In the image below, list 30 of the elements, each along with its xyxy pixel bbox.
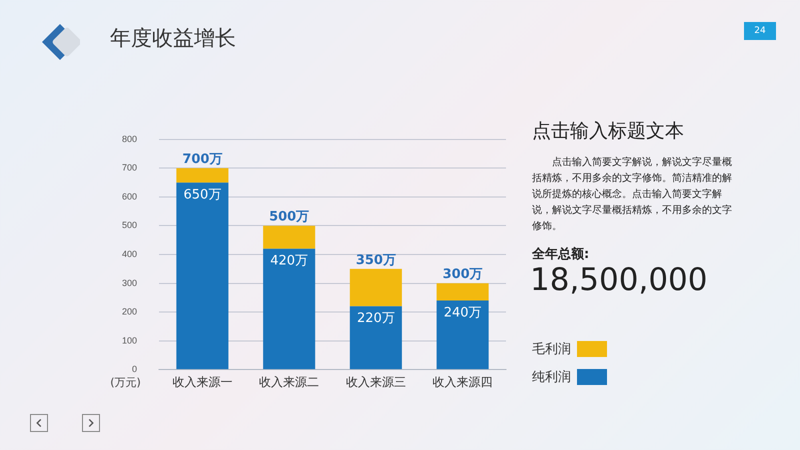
chart-title: 年度收益增长 (110, 25, 236, 52)
legend-label: 毛利润 (532, 341, 571, 358)
text: 点击输入标题文本 (532, 119, 684, 144)
total-label: 500万 (269, 210, 310, 225)
total-label: 700万 (182, 152, 222, 168)
y-tick-label: 800 (122, 134, 138, 144)
y-axis-title: (万元) (110, 376, 141, 389)
data-label: 220万 (356, 311, 395, 326)
data-label: 240万 (444, 305, 482, 320)
y-tick-label: 200 (122, 306, 138, 317)
text: 全年总额: (532, 246, 590, 263)
data-label: 650万 (183, 187, 222, 202)
x-tick-label: 收入来源二 (259, 375, 320, 390)
y-tick-label: 0 (132, 364, 138, 374)
x-tick-label: 收入来源四 (432, 375, 493, 390)
total-label: 350万 (356, 252, 396, 268)
text: 点击输入简要文字解说，解说文字尽量概括精炼，不用多余的文字修饰。简洁精准的解说所提炼的核心概念。点击输入简要文字解说，解说文字尽量概括精炼，不用多余的文字修饰。 (532, 156, 732, 234)
y-tick-label: 300 (122, 278, 138, 288)
legend-label: 纯利润 (532, 369, 571, 386)
text: 24 (744, 22, 776, 40)
y-tick-label: 100 (122, 335, 138, 346)
y-tick-label: 400 (122, 248, 138, 259)
x-tick-label: 收入来源一 (172, 375, 232, 390)
y-tick-label: 500 (122, 220, 138, 230)
y-tick-label: 700 (122, 162, 138, 173)
data-label: 420万 (270, 254, 308, 269)
x-tick-label: 收入来源三 (346, 375, 406, 390)
total-label: 300万 (442, 267, 483, 282)
y-tick-label: 600 (122, 191, 138, 202)
text: 18,500,000 (530, 262, 708, 298)
